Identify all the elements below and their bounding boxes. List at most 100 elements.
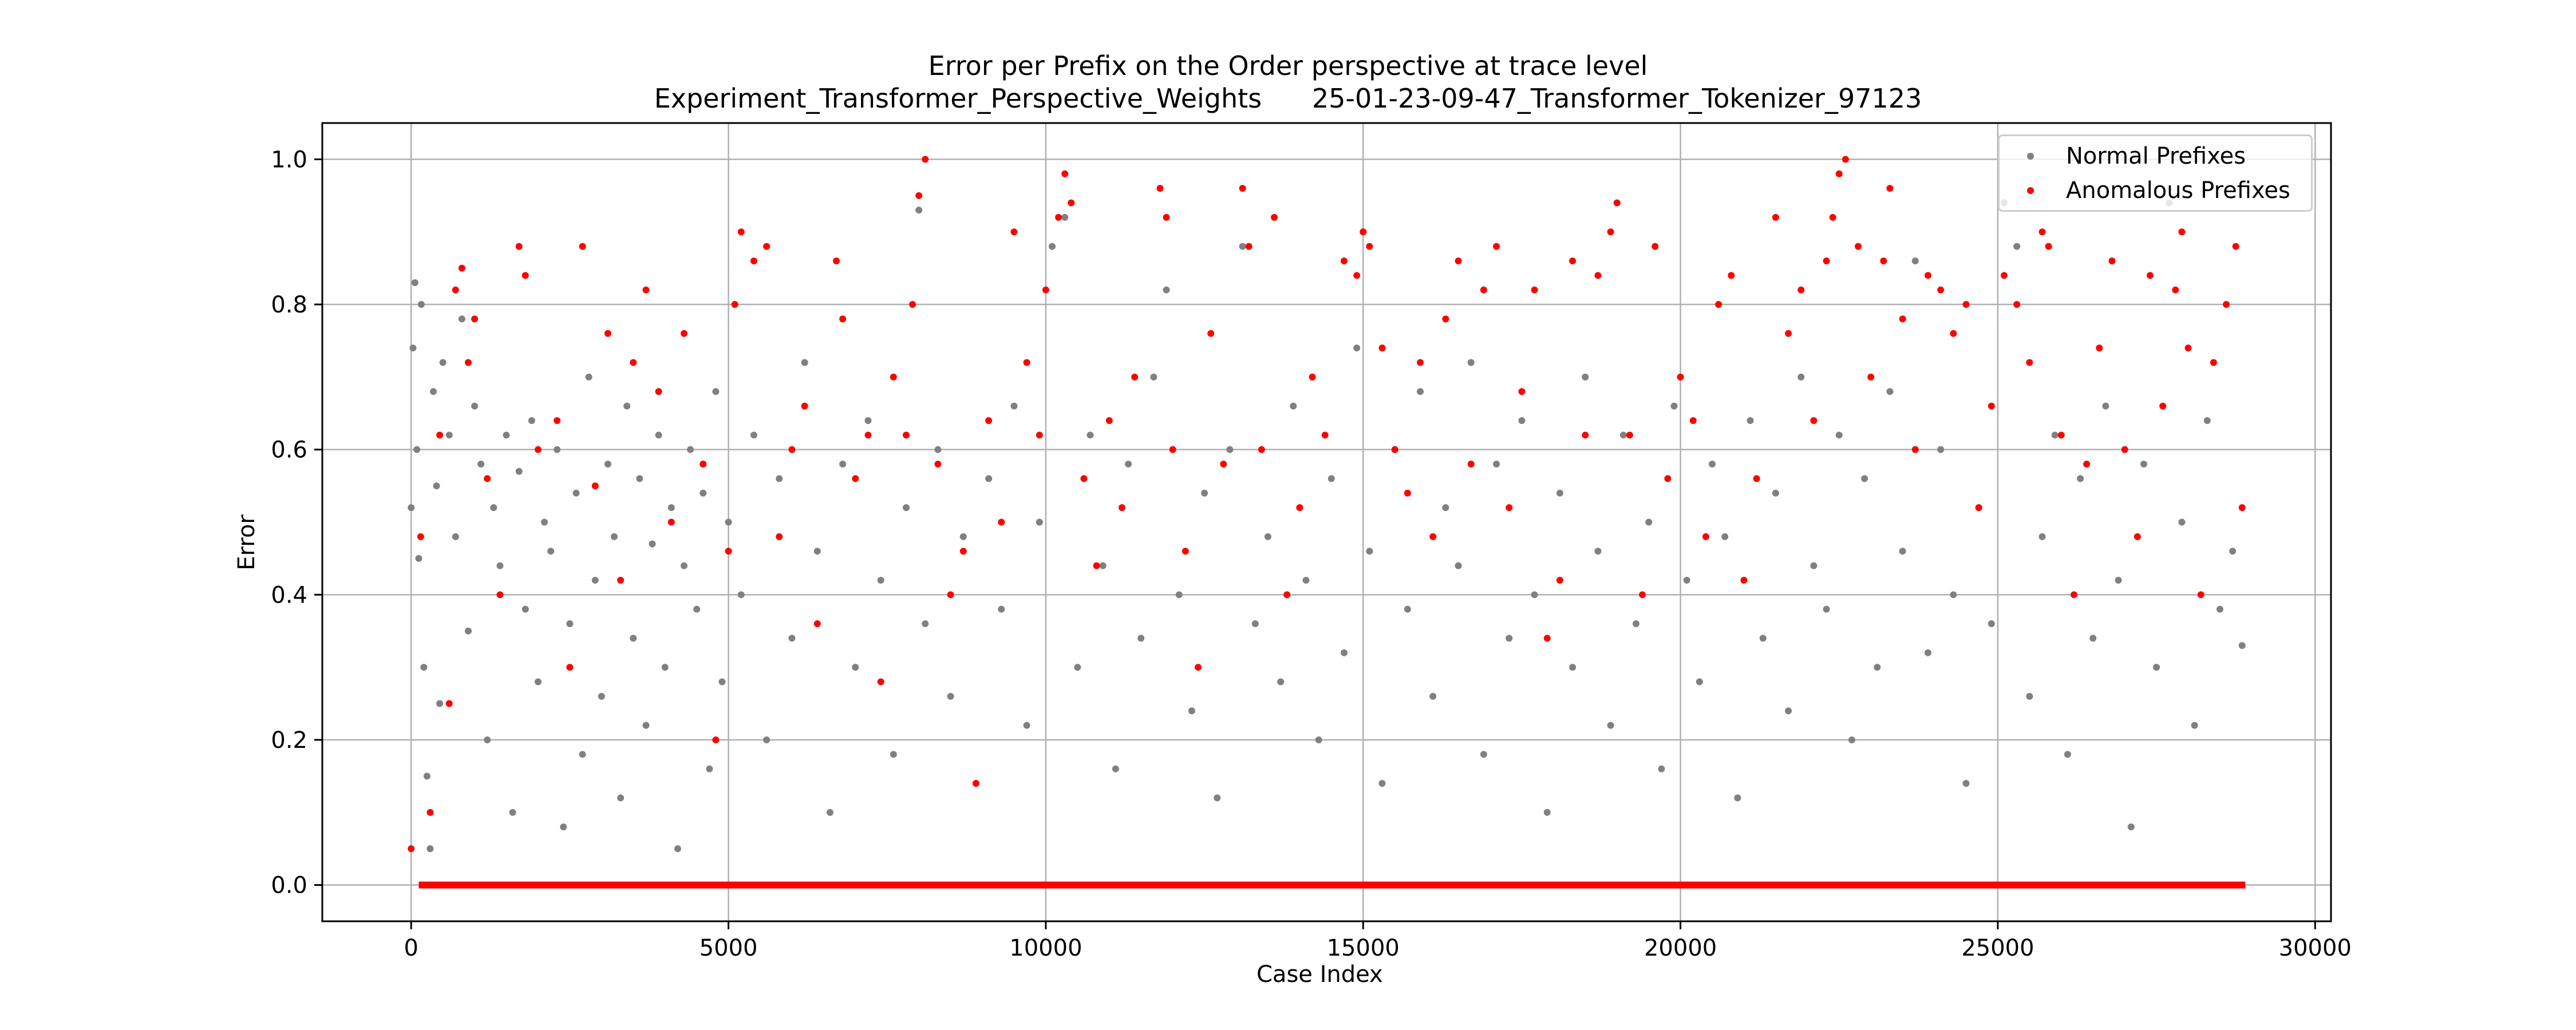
normal-point — [1125, 461, 1132, 468]
anomalous-point — [737, 228, 745, 236]
normal-point — [560, 823, 567, 831]
anomalous-point — [934, 461, 942, 468]
normal-point — [411, 279, 418, 286]
anomalous-point — [1911, 446, 1919, 453]
x-tick-label: 20000 — [1644, 935, 1717, 961]
x-axis-label: Case Index — [1257, 961, 1383, 988]
anomalous-point — [642, 286, 650, 294]
normal-point — [604, 461, 611, 468]
anomalous-point — [2070, 591, 2077, 599]
normal-point — [737, 591, 745, 599]
normal-point — [864, 417, 872, 424]
normal-point — [998, 605, 1005, 613]
anomalous-point — [1163, 213, 1170, 221]
anomalous-point — [1378, 344, 1386, 352]
anomalous-point — [521, 272, 529, 279]
anomalous-point — [464, 359, 472, 366]
anomalous-point — [1467, 461, 1475, 468]
normal-point — [2203, 417, 2211, 424]
normal-point — [572, 489, 580, 497]
anomalous-point — [1061, 170, 1069, 177]
anomalous-point — [947, 591, 954, 599]
normal-point — [890, 751, 897, 758]
normal-point — [1163, 286, 1170, 294]
anomalous-point — [1036, 431, 1043, 439]
anomalous-point — [1975, 504, 1982, 512]
anomalous-point — [2184, 344, 2192, 352]
anomalous-point — [452, 286, 459, 294]
normal-point — [674, 845, 681, 853]
normal-marker-icon — [2027, 153, 2034, 160]
y-axis-label: Error — [233, 514, 260, 571]
normal-point — [1582, 373, 1589, 381]
anomalous-point — [1753, 475, 1760, 482]
anomalous-point — [2232, 243, 2239, 250]
anomalous-point — [1664, 475, 1672, 482]
anomalous-point — [1271, 213, 1278, 221]
anomalous-point — [1988, 402, 1995, 410]
normal-point — [1023, 722, 1030, 729]
normal-point — [1175, 591, 1183, 599]
normal-point — [1506, 635, 1513, 642]
anomalous-point — [1309, 373, 1316, 381]
normal-point — [1759, 635, 1767, 642]
normal-point — [801, 359, 808, 366]
anomalous-point — [1962, 301, 1970, 308]
normal-point — [1429, 692, 1437, 700]
anomalous-point — [2197, 591, 2204, 599]
anomalous-point — [1131, 373, 1139, 381]
normal-point — [1518, 417, 1526, 424]
anomalous-point — [1105, 417, 1113, 424]
normal-point — [1366, 548, 1373, 555]
anomalous-point — [1842, 156, 1849, 163]
anomalous-point — [852, 475, 859, 482]
anomalous-point — [1391, 446, 1398, 453]
normal-point — [725, 518, 732, 526]
y-tick-label: 0.2 — [271, 727, 307, 754]
normal-point — [706, 765, 713, 772]
y-tick-label: 0.8 — [271, 292, 307, 318]
normal-point — [655, 431, 662, 439]
normal-point — [423, 772, 430, 780]
anomalous-point — [1556, 576, 1563, 584]
normal-point — [915, 207, 923, 214]
normal-point — [433, 482, 440, 490]
anomalous-point — [1360, 228, 1367, 236]
normal-point — [1378, 780, 1386, 787]
normal-point — [426, 845, 434, 853]
normal-point — [1327, 475, 1335, 482]
anomalous-point — [1283, 591, 1291, 599]
anomalous-point — [417, 533, 424, 540]
normal-point — [528, 417, 535, 424]
anomalous-point — [1823, 257, 1830, 264]
legend-label-anomalous: Anomalous Prefixes — [2066, 177, 2290, 204]
normal-point — [2102, 402, 2109, 410]
normal-point — [515, 468, 523, 475]
anomalous-point — [2001, 272, 2008, 279]
anomalous-point — [1169, 446, 1176, 453]
anomalous-point — [985, 417, 993, 424]
normal-point — [566, 620, 574, 628]
anomalous-point — [515, 243, 523, 250]
normal-point — [1277, 678, 1285, 686]
anomalous-point — [839, 315, 847, 323]
normal-point — [1353, 344, 1361, 352]
normal-point — [464, 627, 472, 635]
normal-point — [1137, 635, 1145, 642]
anomalous-point — [1429, 533, 1437, 540]
normal-point — [2229, 548, 2237, 555]
anomalous-point — [1855, 243, 1862, 250]
normal-point — [693, 605, 701, 613]
legend-entry-normal: Normal Prefixes — [2000, 142, 2246, 171]
anomalous-point — [922, 156, 929, 163]
normal-point — [591, 576, 599, 584]
normal-point — [439, 359, 447, 366]
normal-point — [750, 431, 757, 439]
normal-point — [813, 548, 821, 555]
anomalous-point — [1797, 286, 1805, 294]
normal-point — [1239, 243, 1246, 250]
anomalous-point — [1093, 562, 1100, 569]
normal-point — [1772, 489, 1779, 497]
normal-point — [922, 620, 929, 628]
